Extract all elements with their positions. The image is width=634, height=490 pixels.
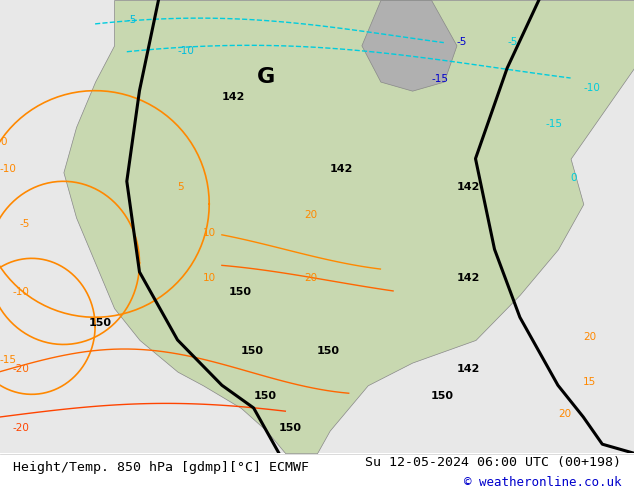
Text: 10: 10: [203, 273, 216, 283]
Text: 5: 5: [178, 182, 184, 193]
Text: 142: 142: [456, 364, 480, 374]
Text: 20: 20: [583, 332, 597, 342]
Text: -15: -15: [545, 119, 562, 129]
Text: 20: 20: [558, 409, 571, 419]
Text: 142: 142: [456, 273, 480, 283]
Text: 142: 142: [330, 164, 353, 174]
Text: Su 12-05-2024 06:00 UTC (00+198): Su 12-05-2024 06:00 UTC (00+198): [365, 456, 621, 469]
Text: 150: 150: [254, 391, 276, 401]
Text: -15: -15: [0, 355, 17, 365]
Text: G: G: [257, 67, 275, 87]
Text: -10: -10: [13, 287, 30, 296]
Text: 15: 15: [583, 377, 597, 387]
Text: 20: 20: [304, 273, 318, 283]
Text: © weatheronline.co.uk: © weatheronline.co.uk: [464, 476, 621, 489]
Text: -20: -20: [13, 422, 30, 433]
Text: Height/Temp. 850 hPa [gdmp][°C] ECMWF: Height/Temp. 850 hPa [gdmp][°C] ECMWF: [13, 461, 309, 474]
Text: -15: -15: [431, 74, 448, 84]
Text: -5: -5: [19, 219, 29, 229]
Text: 142: 142: [222, 92, 245, 102]
Text: -10: -10: [0, 164, 17, 174]
Text: 0: 0: [571, 173, 577, 183]
Text: 150: 150: [431, 391, 454, 401]
Text: 150: 150: [228, 287, 251, 296]
Text: 0: 0: [0, 137, 6, 147]
Text: -20: -20: [13, 364, 30, 374]
Text: 150: 150: [241, 345, 264, 356]
Text: -5: -5: [127, 15, 137, 24]
Text: -5: -5: [456, 37, 467, 48]
Text: 150: 150: [317, 345, 340, 356]
Text: -10: -10: [178, 47, 195, 56]
Text: 150: 150: [89, 318, 112, 328]
Text: 142: 142: [456, 182, 480, 193]
Text: 10: 10: [203, 228, 216, 238]
Text: -5: -5: [507, 37, 517, 48]
Text: -10: -10: [583, 83, 600, 93]
Text: 150: 150: [279, 422, 302, 433]
Text: 20: 20: [304, 210, 318, 220]
